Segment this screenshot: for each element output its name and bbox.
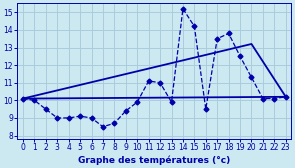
X-axis label: Graphe des températures (°c): Graphe des températures (°c) — [78, 155, 230, 164]
